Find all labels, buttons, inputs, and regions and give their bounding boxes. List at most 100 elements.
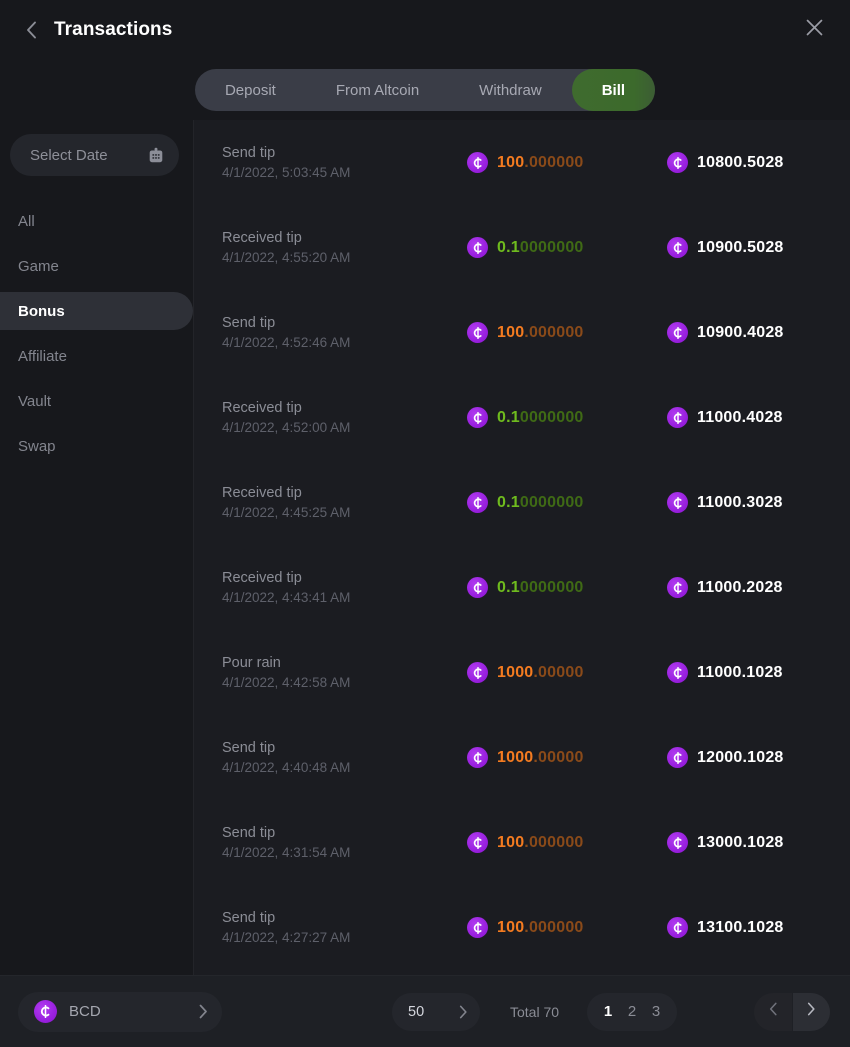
tab-withdraw[interactable]: Withdraw	[449, 69, 572, 111]
balance-value: 11000.4028	[697, 408, 783, 426]
transaction-row[interactable]: Received tip 4/1/2022, 4:55:20 AM 0.100000…	[194, 205, 850, 290]
transaction-info: Send tip 4/1/2022, 4:31:54 AM	[222, 824, 467, 860]
bcd-coin-icon	[467, 832, 488, 853]
balance-value: 13100.1028	[697, 918, 784, 936]
transaction-row[interactable]: Send tip 4/1/2022, 4:31:54 AM 100.000000 13…	[194, 800, 850, 885]
bcd-coin-icon	[667, 322, 688, 343]
transaction-row[interactable]: Pour rain 4/1/2022, 4:42:58 AM 1000.00000 1…	[194, 630, 850, 715]
transaction-type: Send tip	[222, 824, 276, 841]
transaction-type: Send tip	[222, 144, 276, 161]
tab-from-altcoin[interactable]: From Altcoin	[306, 69, 449, 111]
sidebar-item-vault[interactable]: Vault	[0, 382, 193, 420]
transaction-type: Send tip	[222, 909, 276, 926]
previous-page-button[interactable]	[754, 992, 792, 1031]
transaction-row[interactable]: Send tip 4/1/2022, 4:52:46 AM 100.000000 10…	[194, 290, 850, 375]
transaction-date: 4/1/2022, 4:52:00 AM	[222, 420, 351, 435]
page-button-2[interactable]: 2	[627, 1003, 637, 1020]
transaction-row[interactable]: Received tip 4/1/2022, 4:43:41 AM 0.100000…	[194, 545, 850, 630]
transactions-list[interactable]: Send tip 4/1/2022, 5:03:45 AM 100.000000 10…	[194, 120, 850, 975]
transaction-info: Received tip 4/1/2022, 4:52:00 AM	[222, 400, 467, 435]
pagination: 1 2 3	[587, 992, 678, 1031]
transaction-date: 4/1/2022, 5:03:45 AM	[222, 165, 351, 180]
page-size-value: 50	[408, 1003, 425, 1020]
page-button-1[interactable]: 1	[603, 1003, 613, 1020]
transaction-balance: 12000.1028	[667, 747, 828, 768]
balance-value: 11000.3028	[697, 493, 783, 511]
pagination-nav	[754, 992, 830, 1031]
page-title: Transactions	[54, 19, 173, 40]
balance-value: 10900.5028	[697, 238, 784, 256]
sidebar: Select Date All	[0, 120, 194, 975]
transaction-row[interactable]: Send tip 4/1/2022, 5:03:45 AM 100.000000 10…	[194, 120, 850, 205]
amount-integer: 0.1	[497, 493, 520, 511]
tab-deposit[interactable]: Deposit	[195, 69, 306, 111]
bcd-coin-icon	[467, 407, 488, 428]
sidebar-item-affiliate[interactable]: Affiliate	[0, 337, 193, 375]
transaction-info: Received tip 4/1/2022, 4:45:25 AM	[222, 484, 467, 520]
amount-value: 0.10000000	[497, 239, 584, 257]
tabbar-container: Deposit From Altcoin Withdraw Bill	[0, 60, 850, 120]
transaction-row[interactable]: Send tip 4/1/2022, 4:27:27 AM 100.000000 13…	[194, 885, 850, 970]
date-picker[interactable]: Select Date	[10, 134, 179, 176]
amount-integer: 0.1	[497, 238, 520, 256]
sidebar-item-bonus[interactable]: Bonus	[0, 292, 193, 330]
close-button[interactable]	[800, 16, 828, 44]
amount-integer: 100	[497, 323, 525, 341]
transaction-row[interactable]: Received tip 4/1/2022, 4:45:25 AM 0.100000…	[194, 460, 850, 545]
amount-integer: 0.1	[497, 578, 520, 596]
sidebar-item-label: Swap	[18, 437, 56, 455]
transaction-balance: 13000.1028	[667, 832, 828, 853]
page-button-3[interactable]: 3	[651, 1003, 661, 1020]
transaction-date: 4/1/2022, 4:40:48 AM	[222, 760, 351, 775]
chevron-right-icon	[459, 1005, 468, 1019]
next-page-button[interactable]	[792, 992, 830, 1031]
bcd-coin-icon	[667, 407, 688, 428]
amount-decimal: 0000000	[519, 238, 584, 256]
amount-integer: 100	[497, 153, 525, 171]
sidebar-item-game[interactable]: Game	[0, 247, 193, 285]
page-size-selector[interactable]: 50	[392, 992, 480, 1031]
amount-decimal: 0000000	[519, 408, 584, 426]
amount-value: 0.10000000	[497, 579, 584, 597]
transaction-balance: 10800.5028	[667, 152, 828, 173]
amount-integer: 100	[497, 833, 525, 851]
transaction-amount: 100.000000	[467, 917, 667, 938]
amount-decimal: 0000000	[519, 578, 584, 596]
transaction-info: Pour rain 4/1/2022, 4:42:58 AM	[222, 655, 467, 690]
amount-decimal: .000000	[524, 323, 584, 341]
sidebar-item-label: Vault	[18, 392, 52, 410]
amount-decimal: .000000	[524, 833, 584, 851]
transaction-type-tabs: Deposit From Altcoin Withdraw Bill	[194, 69, 656, 111]
transaction-balance: 11000.3028	[667, 492, 828, 513]
amount-integer: 0.1	[497, 408, 520, 426]
transaction-type: Received tip	[222, 229, 302, 246]
sidebar-item-all[interactable]: All	[0, 202, 193, 240]
back-button[interactable]	[18, 17, 44, 43]
currency-label: BCD	[69, 1003, 101, 1020]
bcd-coin-icon	[467, 237, 488, 258]
transaction-row[interactable]: Send tip 4/1/2022, 4:40:48 AM 1000.00000 12…	[194, 715, 850, 800]
amount-decimal: .00000	[533, 748, 584, 766]
transaction-date: 4/1/2022, 4:42:58 AM	[222, 675, 351, 690]
transaction-date: 4/1/2022, 4:52:46 AM	[222, 335, 351, 350]
calendar-icon	[147, 146, 165, 164]
tab-bill[interactable]: Bill	[571, 69, 656, 111]
currency-selector[interactable]: BCD	[18, 991, 222, 1032]
bcd-coin-icon	[667, 917, 688, 938]
amount-value: 100.000000	[497, 154, 584, 172]
amount-value: 100.000000	[497, 834, 584, 852]
transaction-balance: 13100.1028	[667, 917, 828, 938]
transaction-info: Received tip 4/1/2022, 4:55:20 AM	[222, 229, 467, 265]
transaction-date: 4/1/2022, 4:45:25 AM	[222, 505, 351, 520]
tab-label: Withdraw	[479, 81, 542, 99]
amount-value: 100.000000	[497, 919, 584, 937]
transaction-row[interactable]: Received tip 4/1/2022, 4:52:00 AM 0.100000…	[194, 375, 850, 460]
amount-decimal: 0000000	[519, 493, 584, 511]
bcd-coin-icon	[667, 832, 688, 853]
sidebar-item-label: All	[18, 212, 35, 230]
transaction-balance: 11000.2028	[667, 577, 828, 598]
total-count-label: Total 70	[510, 1003, 560, 1020]
sidebar-item-swap[interactable]: Swap	[0, 427, 193, 465]
transaction-type: Received tip	[222, 484, 302, 501]
